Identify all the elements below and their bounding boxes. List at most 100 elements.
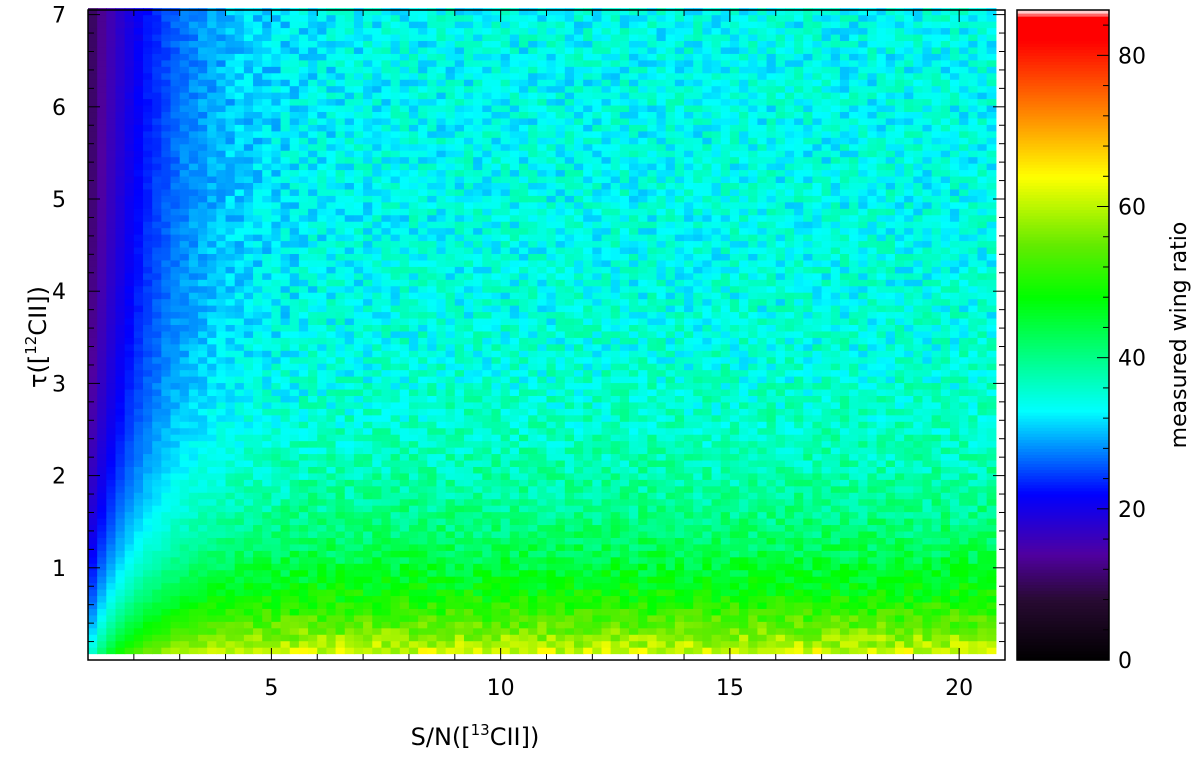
heatmap-cell	[454, 253, 465, 261]
heatmap-cell	[106, 343, 117, 351]
heatmap-cell	[124, 285, 135, 293]
heatmap-cell	[390, 601, 401, 609]
heatmap-cell	[436, 505, 447, 513]
heatmap-cell	[445, 356, 456, 364]
heatmap-cell	[427, 240, 438, 248]
heatmap-cell	[326, 111, 337, 119]
heatmap-cell	[390, 279, 401, 287]
heatmap-cell	[124, 601, 135, 609]
heatmap-cell	[188, 79, 199, 87]
heatmap-cell	[363, 414, 373, 422]
heatmap-cell	[188, 137, 199, 145]
heatmap-cell	[537, 498, 548, 506]
heatmap-cell	[335, 601, 346, 609]
heatmap-cell	[280, 214, 291, 222]
heatmap-cell	[234, 550, 245, 558]
heatmap-cell	[289, 608, 300, 616]
heatmap-cell	[363, 92, 373, 100]
heatmap-cell	[399, 621, 410, 629]
heatmap-cell	[97, 305, 107, 313]
heatmap-cell	[243, 27, 254, 35]
heatmap-cell	[225, 421, 236, 429]
heatmap-cell	[408, 317, 419, 325]
heatmap-cell	[408, 543, 419, 551]
heatmap-cell	[188, 421, 199, 429]
heatmap-cell	[482, 401, 493, 409]
heatmap-cell	[500, 569, 511, 577]
heatmap-cell	[372, 175, 383, 184]
heatmap-cell	[170, 647, 181, 655]
heatmap-cell	[280, 459, 291, 467]
heatmap-cell	[298, 421, 309, 429]
heatmap-cell	[234, 614, 245, 622]
heatmap-cell	[390, 143, 401, 151]
heatmap-cell	[491, 601, 502, 609]
heatmap-cell	[537, 563, 548, 571]
heatmap-cell	[115, 92, 126, 100]
heatmap-cell	[243, 634, 254, 642]
heatmap-cell	[353, 324, 364, 332]
heatmap-cell	[463, 421, 474, 429]
heatmap-cell	[537, 330, 548, 338]
heatmap-cell	[243, 337, 254, 345]
heatmap-cell	[262, 492, 272, 500]
heatmap-cell	[353, 453, 364, 461]
heatmap-cell	[363, 40, 373, 48]
heatmap-cell	[225, 640, 236, 648]
heatmap-cell	[418, 505, 428, 513]
heatmap-cell	[308, 311, 318, 319]
heatmap-cell	[298, 472, 309, 480]
heatmap-cell	[473, 627, 483, 635]
heatmap-cell	[133, 408, 144, 416]
heatmap-cell	[161, 92, 172, 100]
heatmap-cell	[390, 33, 401, 42]
heatmap-cell	[500, 221, 511, 229]
heatmap-cell	[88, 595, 98, 603]
heatmap-cell	[280, 259, 291, 267]
heatmap-cell	[207, 201, 217, 209]
heatmap-cell	[179, 137, 190, 145]
heatmap-cell	[188, 589, 199, 597]
heatmap-cell	[436, 40, 447, 48]
heatmap-cell	[427, 33, 438, 42]
heatmap-cell	[143, 621, 153, 629]
heatmap-cell	[161, 266, 172, 274]
heatmap-cell	[262, 576, 272, 584]
heatmap-cell	[372, 104, 383, 113]
heatmap-cell	[399, 92, 410, 100]
heatmap-cell	[115, 201, 126, 209]
heatmap-cell	[363, 595, 373, 603]
heatmap-cell	[124, 188, 135, 196]
heatmap-cell	[170, 472, 181, 480]
heatmap-cell	[170, 227, 181, 235]
heatmap-cell	[482, 537, 493, 545]
heatmap-cell	[372, 601, 383, 609]
heatmap-cell	[243, 434, 254, 442]
heatmap-cell	[473, 511, 483, 519]
heatmap-cell	[271, 169, 282, 177]
heatmap-cell	[161, 298, 172, 306]
heatmap-cell	[491, 324, 502, 332]
heatmap-cell	[115, 46, 126, 54]
heatmap-cell	[454, 595, 465, 603]
heatmap-cell	[115, 150, 126, 158]
heatmap-cell	[198, 195, 208, 203]
heatmap-cell	[537, 427, 548, 435]
heatmap-cell	[399, 595, 410, 603]
heatmap-cell	[262, 266, 272, 274]
heatmap-cell	[363, 163, 373, 171]
heatmap-cell	[124, 72, 135, 80]
heatmap-cell	[271, 53, 282, 61]
heatmap-cell	[518, 337, 529, 345]
heatmap-cell	[207, 634, 217, 642]
heatmap-cell	[381, 85, 392, 93]
heatmap-cell	[326, 169, 337, 177]
heatmap-cell	[188, 21, 199, 29]
heatmap-cell	[445, 343, 456, 351]
heatmap-cell	[262, 550, 272, 558]
heatmap-cell	[335, 182, 346, 190]
heatmap-cell	[408, 253, 419, 261]
heatmap-cell	[179, 72, 190, 80]
heatmap-cell	[253, 27, 263, 35]
heatmap-cell	[418, 337, 428, 345]
